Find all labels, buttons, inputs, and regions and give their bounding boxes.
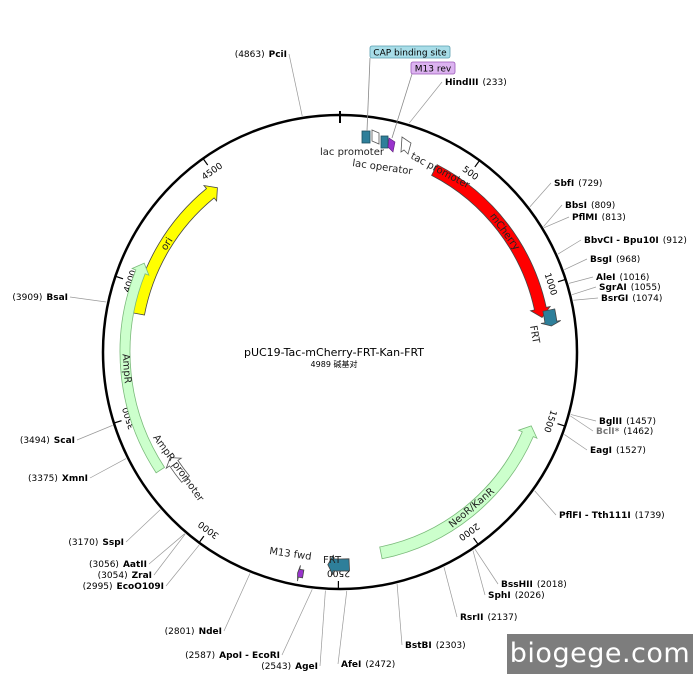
enzyme-site: (2995) EcoO109I xyxy=(83,582,164,592)
m13-rev-box xyxy=(410,61,456,75)
enzyme-site: (4863) PciI xyxy=(235,50,287,60)
feature-neor-kanr xyxy=(379,425,538,560)
enzyme-site: PflMI (813) xyxy=(572,213,626,223)
feature-label: mCherry xyxy=(487,211,521,252)
enzyme-site: BstBI (2303) xyxy=(405,641,466,651)
enzyme-site: (3170) SspI xyxy=(68,538,124,548)
enzyme-site: AleI (1016) xyxy=(596,273,649,283)
enzyme-site: (2543) AgeI xyxy=(261,662,318,672)
tick-label: 3000 xyxy=(197,518,222,540)
enzyme-labels: HindIII (233) SbfI (729) BbsI (809) PflMI (813)… xyxy=(12,50,687,672)
watermark: biogege.com xyxy=(507,634,693,674)
lac-operator-block xyxy=(380,135,389,149)
tick-mark xyxy=(557,279,565,283)
tick-mark xyxy=(557,423,565,427)
lac-region-features xyxy=(361,57,413,155)
enzyme-site: BclI* (1462) xyxy=(596,427,653,437)
tick-label: 1500 xyxy=(541,409,558,434)
tick-label: 1000 xyxy=(542,272,559,297)
plasmid-length: 4989 碱基对 xyxy=(311,359,358,369)
enzyme-site: (2801) NdeI xyxy=(165,627,222,637)
lac-promoter-arrow xyxy=(371,129,380,145)
enzyme-site: SphI (2026) xyxy=(488,591,545,601)
tick-label: 4500 xyxy=(200,161,225,183)
frt-right-label: FRT xyxy=(527,325,541,346)
feature-ori xyxy=(132,184,218,316)
enzyme-site: BbsI (809) xyxy=(565,201,615,211)
enzyme-site: BsrGI (1074) xyxy=(601,294,662,304)
enzyme-site: EagI (1527) xyxy=(590,446,646,456)
tac-promoter-arrow xyxy=(400,136,412,155)
cap-binding-site-label: CAP binding site xyxy=(373,49,447,59)
cap-binding-site-box xyxy=(369,45,451,59)
enzyme-site: (3375) XmnI xyxy=(28,474,88,484)
feature-frt xyxy=(327,554,350,576)
feature-ampr-promoter xyxy=(165,457,190,483)
tick-mark xyxy=(203,159,209,166)
enzyme-site: (3054) ZraI xyxy=(98,571,152,581)
tick-mark xyxy=(199,535,205,543)
enzyme-site: (2587) ApoI - EcoRI xyxy=(185,651,280,661)
tick-mark xyxy=(116,276,124,280)
enzyme-site: (3494) ScaI xyxy=(20,436,75,446)
enzyme-site: BsgI (968) xyxy=(590,255,640,265)
tick-label: 2500 xyxy=(327,567,350,577)
enzyme-site: (3909) BsaI xyxy=(12,293,68,303)
lac-promoter-label: lac promoter xyxy=(320,147,385,158)
enzyme-site: AfeI (2472) xyxy=(341,660,395,670)
enzyme-site: (3056) AatII xyxy=(89,560,147,570)
plasmid-name: pUC19-Tac-mCherry-FRT-Kan-FRT xyxy=(244,346,424,359)
tick-mark xyxy=(114,420,122,424)
lac-operator-label: lac operator xyxy=(352,158,414,177)
enzyme-site: RsrII (2137) xyxy=(460,613,517,623)
frt-bottom-label: FRT xyxy=(323,555,342,566)
enzyme-site: SbfI (729) xyxy=(554,179,602,189)
enzyme-site: PflFI - Tth111I (1739) xyxy=(559,511,665,521)
enzyme-leader-lines xyxy=(69,53,599,667)
m13-rev-label: M13 rev xyxy=(415,65,452,75)
feature-m13-fwd xyxy=(297,565,305,582)
feature-frt xyxy=(540,308,561,327)
m13rev-arrow xyxy=(387,137,396,153)
enzyme-site: HindIII (233) xyxy=(445,78,507,88)
m13-fwd-label: M13 fwd xyxy=(269,546,313,563)
tick-mark xyxy=(474,160,480,168)
enzyme-site: BbvCI - Bpu10I (912) xyxy=(584,236,687,246)
feature-label: AmpR xyxy=(120,353,133,384)
enzyme-site: BglII (1457) xyxy=(599,417,656,427)
feature-ampr xyxy=(119,262,166,474)
enzyme-site: SgrAI (1055) xyxy=(599,283,661,293)
cap-site-block xyxy=(361,130,371,144)
enzyme-site: BssHII (2018) xyxy=(501,580,567,590)
feature-mcherry xyxy=(431,164,552,319)
tick-mark xyxy=(473,537,479,545)
